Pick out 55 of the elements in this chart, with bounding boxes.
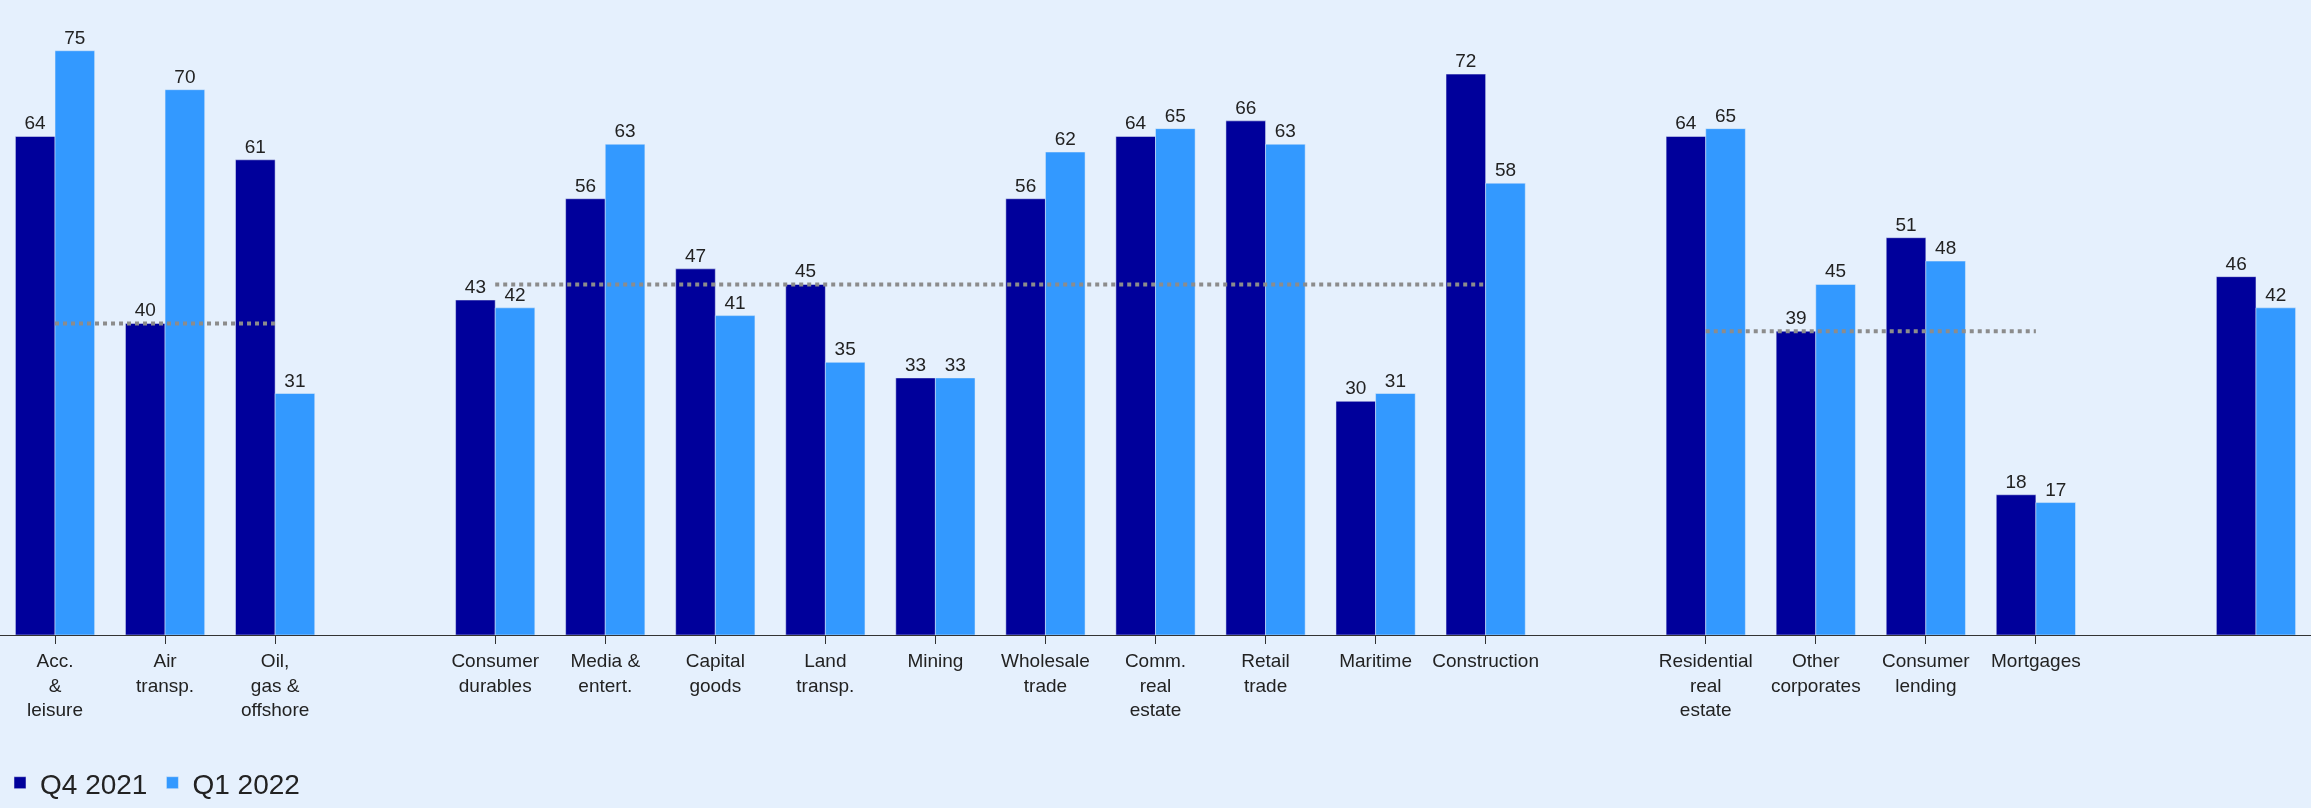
data-label: 48 — [1935, 237, 1957, 259]
data-label: 56 — [1015, 174, 1037, 196]
data-label: 31 — [1384, 369, 1406, 391]
data-label: 45 — [794, 260, 817, 282]
data-label: 42 — [504, 283, 526, 305]
data-label: 51 — [1895, 213, 1917, 235]
x-tick-label: Other corporates — [1770, 649, 1861, 696]
x-tick-label: Residential real estate — [1658, 649, 1753, 721]
data-label: 62 — [1054, 128, 1076, 150]
x-tick-label: Air transp. — [136, 649, 195, 696]
data-label: 63 — [1274, 120, 1296, 142]
x-tick-label: Consumer durables — [451, 649, 540, 696]
data-label: 65 — [1714, 104, 1737, 126]
data-label: 33 — [944, 353, 966, 375]
data-label: 66 — [1235, 96, 1257, 118]
data-label: 40 — [134, 299, 156, 321]
data-label: 39 — [1785, 307, 1807, 329]
data-label: 43 — [464, 276, 486, 298]
x-tick-label: Consumer lending — [1882, 649, 1971, 696]
data-label: 70 — [174, 65, 196, 87]
data-label: 31 — [284, 369, 306, 391]
data-label: 64 — [24, 112, 46, 134]
data-label: 45 — [1825, 260, 1847, 282]
x-tick-label: Media & entert. — [570, 649, 641, 696]
data-label: 46 — [2225, 252, 2247, 274]
legend-label: Q1 2022 — [192, 768, 300, 800]
data-label: 35 — [834, 338, 856, 360]
x-tick-label: Land transp. — [796, 649, 855, 696]
data-label: 42 — [2265, 283, 2287, 305]
x-tick-label: Oil, gas & offshore — [240, 649, 310, 721]
data-label: 18 — [2005, 470, 2027, 492]
data-label: 64 — [1675, 112, 1697, 134]
legend-label: Q4 2021 — [40, 768, 148, 800]
data-label: 75 — [64, 26, 86, 48]
x-tick-label: Comm. real estate — [1124, 649, 1187, 721]
data-label: 64 — [1124, 112, 1147, 134]
data-label: 63 — [614, 120, 636, 142]
data-label: 61 — [244, 135, 266, 157]
x-tick-label: Capital goods — [685, 649, 745, 696]
data-label: 17 — [2045, 478, 2067, 500]
data-label: 72 — [1455, 50, 1477, 72]
data-label: 56 — [574, 174, 597, 196]
x-tick-label: Wholesale trade — [1001, 649, 1090, 696]
x-tick-label: Retail trade — [1241, 649, 1290, 696]
data-label: 41 — [724, 291, 746, 313]
x-tick-label: Maritime — [1339, 649, 1413, 671]
x-tick-label: Mining — [907, 649, 964, 671]
x-tick-label: Acc. & leisure — [27, 649, 84, 721]
data-label: 47 — [684, 244, 707, 266]
x-tick-label: Mortgages — [1990, 649, 2081, 671]
data-label: 58 — [1494, 159, 1517, 181]
x-tick-label: Construction — [1432, 649, 1539, 671]
data-label: 30 — [1345, 377, 1367, 399]
data-label: 65 — [1164, 104, 1186, 126]
data-label: 33 — [905, 353, 927, 375]
